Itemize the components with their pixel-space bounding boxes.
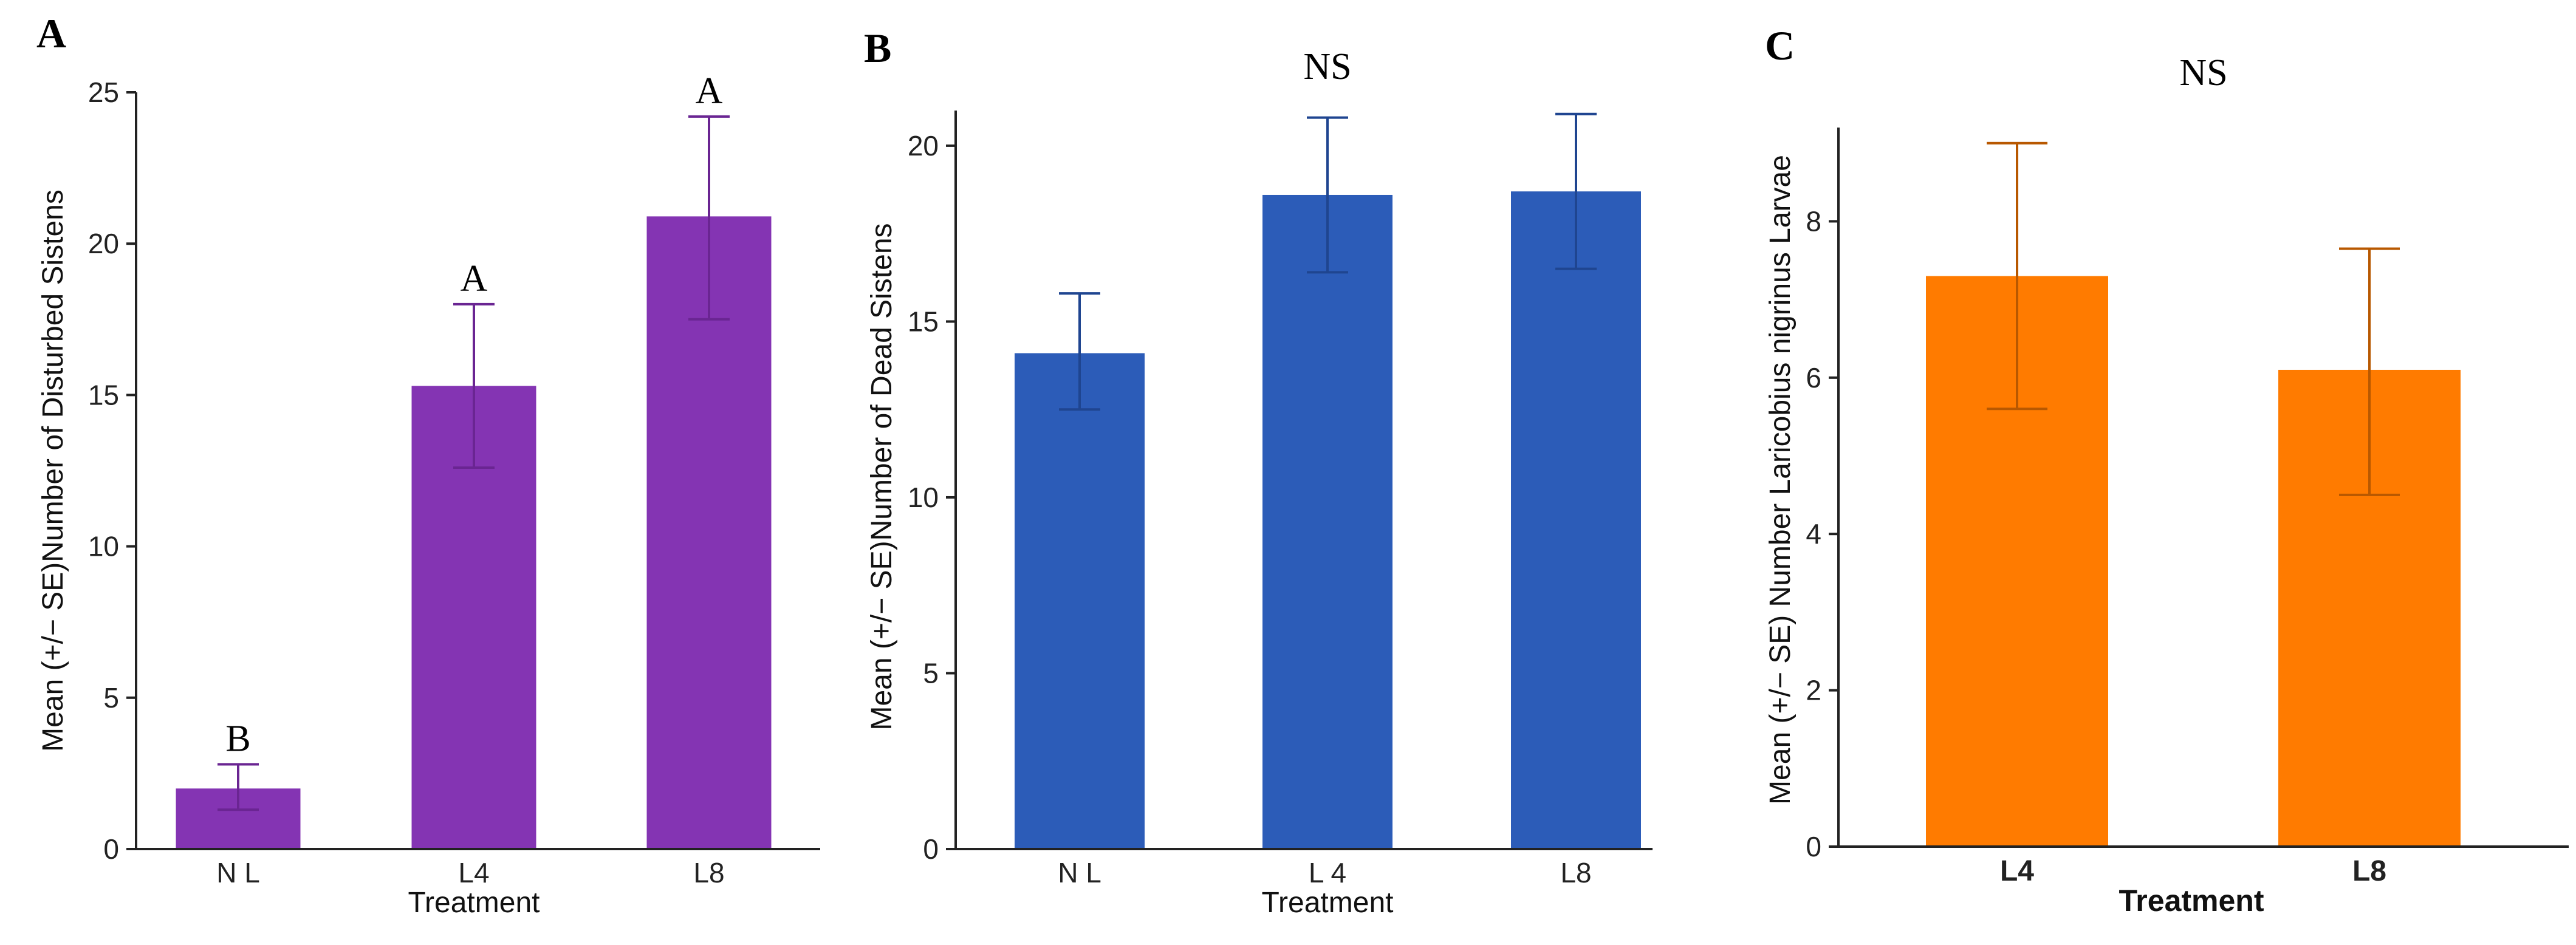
- panel-b-errorbar-nl: [1059, 292, 1100, 411]
- panel-b-bar-l8: [1511, 191, 1641, 850]
- panel-c-y-ticks: 0 2 4 6 8: [1806, 205, 1838, 862]
- panel-b-ytick-label-10: 10: [908, 482, 939, 513]
- panel-a-xtick-label-nl: N L: [216, 857, 260, 889]
- panel-a-sig-l4: A: [461, 258, 488, 299]
- panel-b-ytick-label-20: 20: [908, 130, 939, 162]
- panel-b-y-axis-title: Mean (+/− SE)Number of Dead Sistens: [866, 223, 898, 730]
- panel-b-xtick-label-l4: L 4: [1309, 857, 1346, 889]
- panel-b-errorbar-l4: [1307, 116, 1348, 274]
- panel-c-ytick-label-6: 6: [1806, 362, 1821, 394]
- panel-a-ytick-label-25: 25: [88, 77, 119, 108]
- panel-b-y-axis: 0 5 10 15 20: [908, 111, 957, 865]
- panel-a-ytick-label-0: 0: [103, 833, 119, 865]
- panel-b-bar-l4: [1262, 194, 1392, 849]
- panel-b-x-axis: N L L 4 L8: [956, 848, 1653, 889]
- panel-a-x-axis-title: Treatment: [408, 887, 540, 919]
- panel-c-errorbar-l8: [2339, 247, 2400, 496]
- panel-a-letter: A: [36, 10, 66, 56]
- panel-a-ytick-label-20: 20: [88, 228, 119, 259]
- panel-a-sig-l8: A: [696, 70, 723, 112]
- panel-c-x-axis-title: Treatment: [2119, 884, 2264, 918]
- panel-a-sig-nl: B: [225, 718, 250, 759]
- panel-a-ytick-label-15: 15: [88, 379, 119, 411]
- panel-b-title: NS: [1303, 46, 1351, 87]
- panel-a-bar-l8: [646, 216, 772, 849]
- panel-c-x-axis: L4 L8: [1838, 845, 2569, 887]
- panel-a-xtick-label-l4: L4: [458, 857, 489, 889]
- panel-c-ytick-label-0: 0: [1806, 831, 1821, 862]
- panel-c-title: NS: [2179, 52, 2227, 94]
- panel-c-y-axis: 0 2 4 6 8: [1806, 128, 1840, 862]
- panel-b-ytick-label-0: 0: [923, 833, 939, 865]
- panel-c-letter: C: [1765, 22, 1795, 69]
- panel-c-errorbar-l4: [1987, 142, 2047, 411]
- panel-a-ytick-label-5: 5: [103, 682, 119, 714]
- panel-c-xtick-label-l4: L4: [2000, 855, 2034, 887]
- panel-a: A B A A 0 5: [36, 10, 820, 919]
- panel-a-xtick-label-l8: L8: [693, 857, 724, 889]
- panel-c-ytick-label-4: 4: [1806, 518, 1821, 550]
- panel-a-errorbar-l4: [453, 302, 495, 469]
- panel-b-bars: [1015, 191, 1641, 850]
- panel-a-x-axis: N L L4 L8: [136, 848, 820, 889]
- panel-c: C NS 0 2 4 6 8: [1764, 22, 2569, 918]
- panel-c-xtick-label-l8: L8: [2352, 855, 2386, 887]
- panel-b-bar-nl: [1015, 353, 1145, 849]
- panel-b-xtick-label-nl: N L: [1058, 857, 1101, 889]
- panel-a-y-axis-title: Mean (+/− SE)Number of Disturbed Sistens: [37, 189, 69, 752]
- panel-c-bars: [1926, 276, 2461, 847]
- panel-a-y-axis: 0 5 10 15 20 25: [88, 77, 137, 865]
- panel-b-errorbar-l8: [1555, 112, 1597, 270]
- panel-b-ytick-label-5: 5: [923, 657, 939, 689]
- panel-b: B NS 0 5 10 15 20: [864, 25, 1653, 919]
- panel-b-x-axis-title: Treatment: [1262, 887, 1394, 919]
- panel-a-errorbar-l8: [688, 115, 730, 321]
- panel-b-xtick-label-l8: L8: [1560, 857, 1591, 889]
- panel-b-error-bars: [1059, 112, 1597, 411]
- panel-c-ytick-label-2: 2: [1806, 675, 1821, 706]
- panel-b-y-ticks: 0 5 10 15 20: [908, 130, 956, 865]
- panel-b-ytick-label-15: 15: [908, 305, 939, 337]
- panel-a-ytick-label-10: 10: [88, 531, 119, 562]
- panel-a-y-ticks: 0 5 10 15 20 25: [88, 77, 136, 865]
- panel-a-significance: B A A: [225, 70, 722, 760]
- panel-c-y-axis-title: Mean (+/− SE) Number Laricobius nigrinus…: [1764, 155, 1797, 805]
- panel-c-ytick-label-8: 8: [1806, 205, 1821, 237]
- panel-c-error-bars: [1987, 142, 2400, 496]
- panel-a-error-bars: [218, 115, 730, 811]
- panel-a-errorbar-nl: [218, 763, 259, 811]
- panel-b-letter: B: [864, 25, 891, 71]
